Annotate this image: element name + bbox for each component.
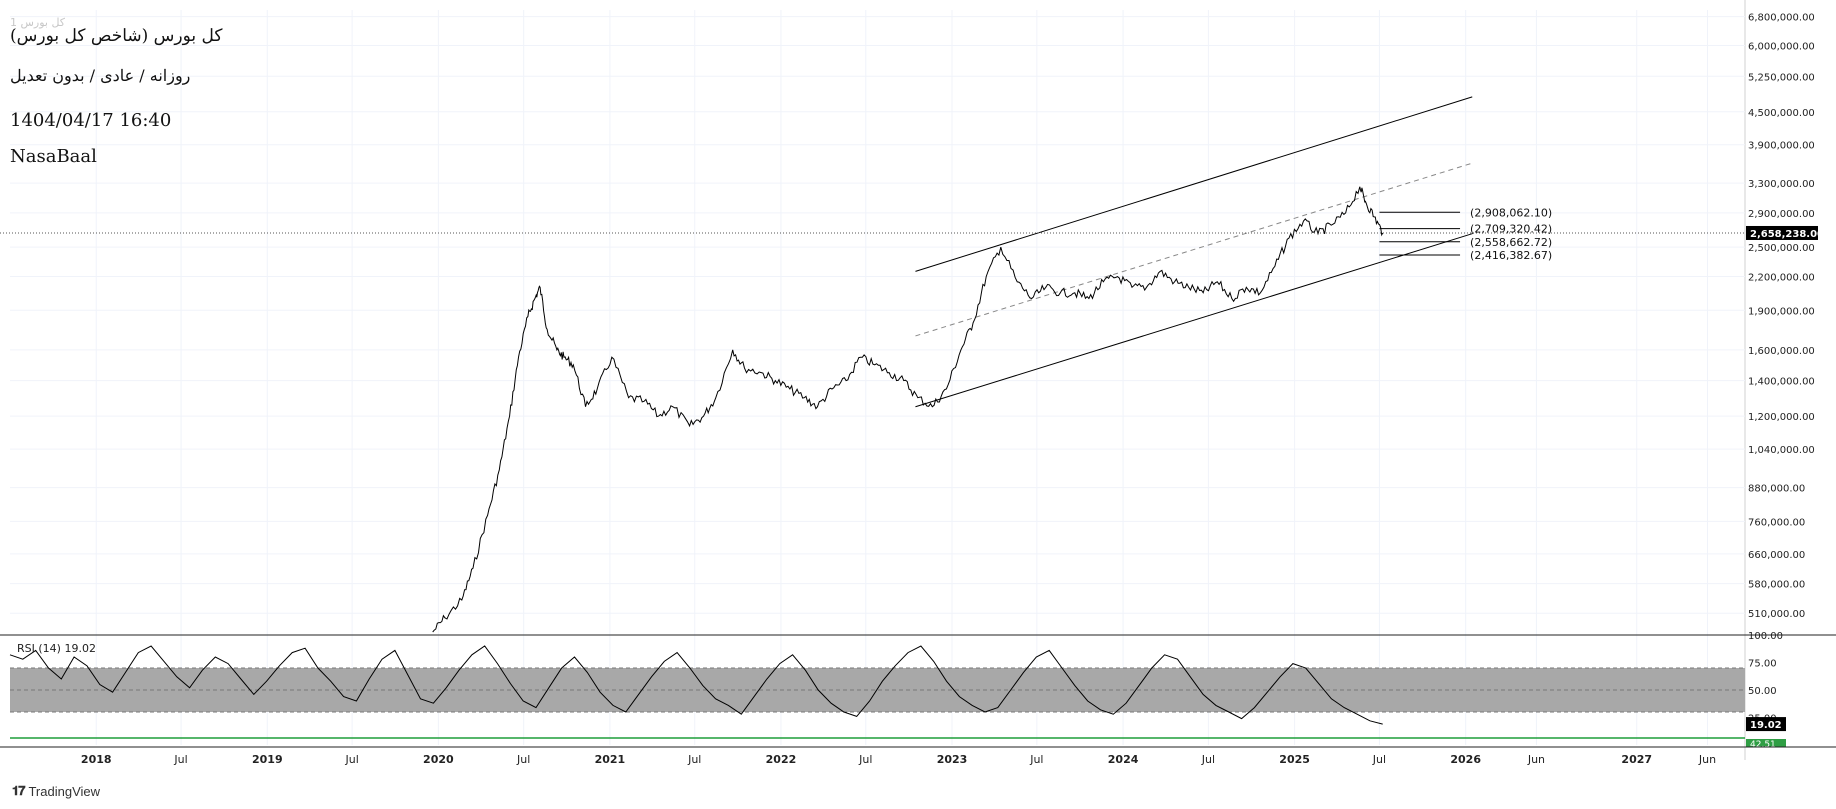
price-tick-label: 660,000.00 [1748,550,1805,561]
last-price-text: 2,658,238.00 [1750,229,1824,240]
time-tick-label: Jun [1698,753,1716,766]
level-label: (2,709,320.42) [1470,223,1552,236]
time-tick-label: Jul [173,753,187,766]
price-tick-label: 4,500,000.00 [1748,108,1815,119]
chart-grid [10,0,1746,760]
level-label: (2,908,062.10) [1470,206,1552,219]
time-tick-label: 2024 [1108,753,1139,766]
price-tick-label: 760,000.00 [1748,517,1805,528]
time-tick-label: Jul [516,753,530,766]
rsi-panel [0,634,1836,739]
price-tick-label: 3,900,000.00 [1748,141,1815,152]
price-axis: 6,800,000.00 6,000,000.00 5,250,000.00 4,50… [1746,13,1824,750]
level-line: (2,416,382.67) [1379,249,1552,262]
price-tick-label: 6,000,000.00 [1748,41,1815,52]
time-tick-label: 2025 [1279,753,1310,766]
channel-lower-line [915,233,1473,408]
level-lines: (2,908,062.10) (2,709,320.42)(2,558,662.7… [1379,206,1552,262]
time-tick-label: Jul [1201,753,1215,766]
level-line: (2,709,320.42) [1379,223,1552,236]
time-tick-label: 2022 [766,753,797,766]
ma-tag-box [1746,739,1786,747]
rsi-tick-label: 100.00 [1748,631,1783,642]
symbol-title: کل بورس (شاخص کل بورس) [10,26,223,46]
time-tick-label: Jun [1527,753,1545,766]
time-tick-label: 2026 [1450,753,1481,766]
level-line: (2,908,062.10) [1379,206,1552,219]
price-tick-label: 1,040,000.00 [1748,445,1815,456]
time-tick-label: 2018 [81,753,112,766]
tradingview-brand[interactable]: 𝟏𝟕 TradingView [12,783,100,799]
ma-tag-text: 42.51 [1750,740,1776,750]
price-tick-label: 1,600,000.00 [1748,346,1815,357]
time-tick-label: Jul [687,753,701,766]
rsi-legend[interactable]: RSI (14) 19.02 [17,642,96,655]
price-tick-label: 1,900,000.00 [1748,306,1815,317]
level-line: (2,558,662.72) [1379,236,1552,249]
level-label: (2,416,382.67) [1470,249,1552,262]
price-tick-label: 1,200,000.00 [1748,412,1815,423]
time-tick-label: Jul [1029,753,1043,766]
time-tick-label: 2021 [595,753,626,766]
price-tick-label: 510,000.00 [1748,609,1805,620]
rsi-tick-label: 50.00 [1748,686,1777,697]
rsi-name: RSI (14) [17,642,61,655]
last-price-tag: 2,658,238.00 [1746,225,1824,240]
rsi-value-tag: 19.02 [1746,717,1786,732]
time-tick-label: 2023 [937,753,968,766]
ma-value-tag: 42.51 [1746,739,1786,750]
datetime-label: 1404/04/17 16:40 [10,110,172,131]
price-tick-label: 3,300,000.00 [1748,179,1815,190]
time-tick-label: Jul [1372,753,1386,766]
price-tick-label: 880,000.00 [1748,484,1805,495]
rsi-tag-text: 19.02 [1750,720,1782,731]
price-tick-label: 580,000.00 [1748,580,1805,591]
rsi-value: 19.02 [64,642,96,655]
price-tick-label: 2,200,000.00 [1748,273,1815,284]
price-tick-label: 2,900,000.00 [1748,209,1815,220]
time-tick-label: 2019 [252,753,283,766]
level-label: (2,558,662.72) [1470,236,1552,249]
rsi-line [9,645,1383,725]
brand-name: TradingView [28,783,101,799]
time-tick-label: 2020 [423,753,454,766]
watermark-label: 1 کل بورس [10,16,66,29]
price-tick-label: 2,500,000.00 [1748,243,1815,254]
time-tick-label: Jul [344,753,358,766]
price-line-group [0,186,1745,633]
price-line [432,186,1384,633]
rsi-tick-label: 75.00 [1748,659,1777,670]
channel-upper-line [915,96,1473,272]
price-tick-label: 6,800,000.00 [1748,13,1815,24]
time-axis: 2018 Jul 2019 Jul 2020 Jul 2021 Jul 2022 Jul 2023 J… [0,746,1836,766]
time-tick-label: 2027 [1621,753,1652,766]
price-tick-label: 5,250,000.00 [1748,72,1815,83]
price-tick-label: 1,400,000.00 [1748,377,1815,388]
channel-mid-line [915,162,1473,337]
time-tick-label: Jul [858,753,872,766]
author-label: NasaBaal [10,146,97,167]
tradingview-logo-icon: 𝟏𝟕 [12,783,26,798]
trend-channel [915,96,1473,408]
rsi-tag-box [1746,717,1786,732]
last-price-box [1746,225,1818,240]
interval-label: روزانه / عادی / بدون تعدیل [10,66,191,85]
